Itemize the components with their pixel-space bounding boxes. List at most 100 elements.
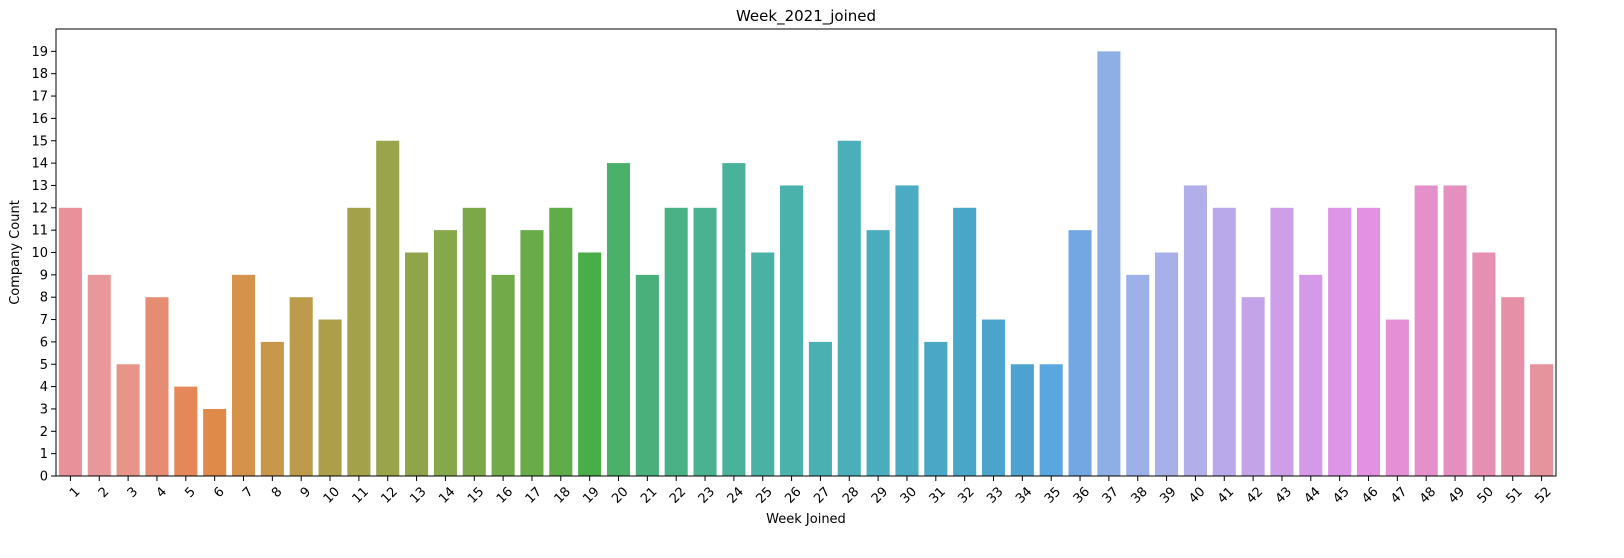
bar-week-13 xyxy=(405,252,429,476)
x-tick-label: 48 xyxy=(1417,484,1439,506)
bar-week-52 xyxy=(1530,364,1554,476)
x-tick-label: 42 xyxy=(1244,484,1266,506)
x-tick-label: 36 xyxy=(1071,484,1093,506)
x-tick-label: 11 xyxy=(350,484,372,506)
x-tick-label: 6 xyxy=(211,484,227,500)
bar-week-32 xyxy=(953,207,977,477)
bar-week-50 xyxy=(1472,252,1496,476)
bar-week-4 xyxy=(145,297,169,476)
bar-week-9 xyxy=(289,297,313,476)
x-tick-label: 21 xyxy=(638,484,660,506)
bar-week-31 xyxy=(924,341,948,476)
bar-week-39 xyxy=(1155,252,1179,476)
x-tick-label: 24 xyxy=(725,484,747,506)
bar-week-44 xyxy=(1299,274,1323,476)
y-tick-label: 4 xyxy=(40,380,48,395)
x-tick-label: 18 xyxy=(552,484,574,506)
y-tick-label: 5 xyxy=(40,358,48,373)
bar-week-34 xyxy=(1010,364,1034,476)
bar-week-21 xyxy=(635,274,659,476)
x-tick-label: 16 xyxy=(494,484,516,506)
x-tick-label: 25 xyxy=(753,484,775,506)
x-tick-label: 10 xyxy=(321,484,343,506)
chart-title: Week_2021_joined xyxy=(736,7,876,26)
x-tick-label: 33 xyxy=(984,484,1006,506)
y-tick-label: 7 xyxy=(40,313,48,328)
bar-week-5 xyxy=(174,386,198,476)
x-tick-label: 31 xyxy=(927,484,949,506)
bar-week-25 xyxy=(751,252,775,476)
y-tick-label: 9 xyxy=(40,268,48,283)
x-tick-label: 7 xyxy=(240,484,256,500)
y-tick-label: 3 xyxy=(40,402,48,417)
x-tick-label: 41 xyxy=(1215,484,1237,506)
bar-week-28 xyxy=(837,140,861,476)
bar-week-51 xyxy=(1501,297,1525,476)
bar-week-40 xyxy=(1183,185,1207,476)
y-tick-label: 18 xyxy=(31,67,48,82)
bars-group xyxy=(58,51,1554,477)
bar-week-10 xyxy=(318,319,342,476)
bar-week-36 xyxy=(1068,230,1092,476)
bar-week-20 xyxy=(606,163,631,476)
x-tick-label: 1 xyxy=(67,484,83,500)
x-tick-label: 13 xyxy=(407,484,429,506)
x-tick-label: 38 xyxy=(1128,484,1150,506)
x-tick-label: 9 xyxy=(298,484,314,500)
x-tick-label: 5 xyxy=(182,484,198,500)
bar-week-22 xyxy=(664,207,688,477)
x-tick-label: 26 xyxy=(782,484,804,506)
y-axis-title: Company Count xyxy=(8,200,23,305)
y-tick-label: 11 xyxy=(31,224,48,239)
bar-week-14 xyxy=(433,230,457,476)
bar-week-7 xyxy=(231,274,256,476)
y-tick-label: 10 xyxy=(31,246,48,261)
bar-week-45 xyxy=(1328,207,1352,477)
y-tick-label: 2 xyxy=(40,425,48,440)
bar-week-37 xyxy=(1097,51,1121,476)
x-tick-label: 8 xyxy=(269,484,285,500)
x-tick-label: 19 xyxy=(580,484,602,506)
y-tick-label: 1 xyxy=(40,447,48,462)
x-tick-label: 37 xyxy=(1100,484,1122,506)
x-tick-label: 27 xyxy=(811,484,833,506)
x-tick-label: 52 xyxy=(1532,484,1554,506)
x-tick-label: 23 xyxy=(696,484,718,506)
bar-week-46 xyxy=(1356,207,1381,477)
x-tick-label: 35 xyxy=(1042,484,1064,506)
y-tick-label: 16 xyxy=(31,112,48,127)
bar-week-30 xyxy=(895,185,919,476)
bar-week-12 xyxy=(376,140,400,476)
bar-week-42 xyxy=(1241,297,1265,476)
y-tick-label: 19 xyxy=(31,45,48,60)
y-tick-label: 0 xyxy=(40,470,48,485)
bar-week-3 xyxy=(116,364,140,476)
y-tick-label: 12 xyxy=(31,201,48,216)
x-tick-label: 46 xyxy=(1359,484,1381,506)
bar-week-17 xyxy=(520,230,544,476)
bar-week-26 xyxy=(780,185,804,476)
x-tick-label: 29 xyxy=(869,484,891,506)
bar-week-2 xyxy=(87,274,111,476)
bar-week-33 xyxy=(981,319,1006,476)
x-tick-label: 12 xyxy=(378,484,400,506)
x-tick-label: 32 xyxy=(955,484,977,506)
bar-week-8 xyxy=(260,341,284,476)
x-tick-label: 50 xyxy=(1475,484,1497,506)
y-tick-label: 15 xyxy=(31,134,48,149)
bar-week-35 xyxy=(1039,364,1063,476)
x-tick-label: 40 xyxy=(1186,484,1208,506)
y-tick-label: 13 xyxy=(31,179,48,194)
bar-week-47 xyxy=(1385,319,1409,476)
x-axis: 1 2 3 4 5 6 7 8 9 10 11 12 13 14 15 16 17 18 19 20 21 22 23 24 2… xyxy=(67,476,1555,507)
x-tick-label: 49 xyxy=(1446,484,1468,506)
x-axis-title: Week Joined xyxy=(766,512,846,527)
bar-week-6 xyxy=(203,408,227,476)
x-tick-label: 15 xyxy=(465,484,487,506)
x-tick-label: 20 xyxy=(609,484,631,506)
x-tick-label: 47 xyxy=(1388,484,1410,506)
x-tick-label: 51 xyxy=(1503,484,1525,506)
bar-week-29 xyxy=(866,230,890,476)
